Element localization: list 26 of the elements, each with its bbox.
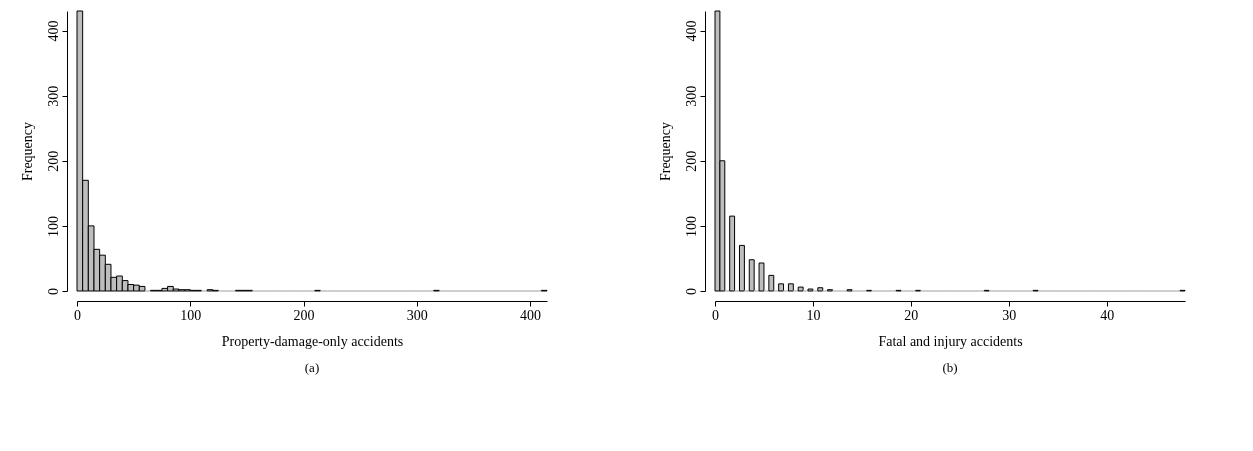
x-tick-label: 30 [1002,307,1017,323]
x-tick-label: 300 [406,307,428,323]
y-axis-title: Frequency [657,121,673,182]
y-tick-label: 200 [683,150,699,172]
x-axis-title: Property-damage-only accidents [221,333,404,349]
y-tick-label: 100 [45,215,61,237]
x-tick-label: 20 [904,307,919,323]
x-tick-label: 400 [520,307,542,323]
y-tick-label: 0 [45,288,61,295]
y-tick-label: 400 [683,20,699,42]
x-tick-label: 200 [293,307,315,323]
y-tick-label: 300 [45,85,61,107]
y-tick-label: 100 [683,215,699,237]
x-tick-label: 0 [712,307,719,323]
y-tick-label: 300 [683,85,699,107]
y-tick-label: 0 [683,288,699,295]
x-tick-label: 40 [1100,307,1115,323]
text: (b) [942,360,958,375]
x-tick-label: 100 [180,307,202,323]
y-axis-title: Frequency [19,121,35,182]
y-tick-label: 200 [45,150,61,172]
text: (a) [304,360,320,375]
x-axis-title: Fatal and injury accidents [878,333,1023,349]
y-tick-label: 400 [45,20,61,42]
x-tick-label: 10 [806,307,821,323]
x-tick-label: 0 [74,307,81,323]
